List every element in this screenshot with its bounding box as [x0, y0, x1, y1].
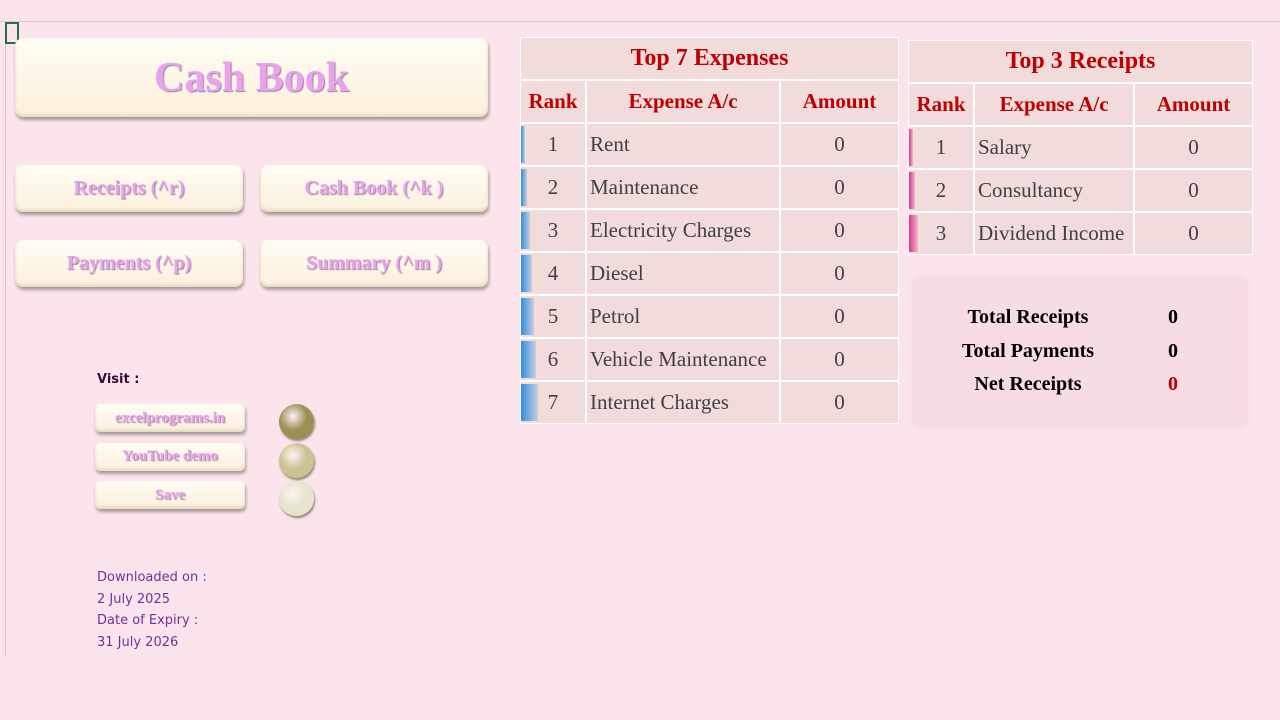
link-button[interactable]: Save [95, 481, 245, 509]
summary-label: Total Receipts [967, 306, 1089, 328]
rank-cell: 3 [908, 212, 974, 255]
rank-cell: 6 [520, 338, 586, 381]
expiry-date: 31 July 2026 [97, 634, 179, 650]
data-bar [909, 172, 916, 209]
rank-cell: 5 [520, 295, 586, 338]
account-cell: Petrol [586, 295, 780, 338]
amount-cell: 0 [780, 123, 899, 166]
summary-box [915, 280, 1245, 425]
title-button[interactable]: Cash Book [15, 38, 488, 117]
data-bar [521, 384, 539, 421]
data-bar [521, 341, 537, 378]
amount-cell: 0 [780, 381, 899, 424]
account-cell: Rent [586, 123, 780, 166]
data-bar [521, 212, 530, 249]
account-cell: Electricity Charges [586, 209, 780, 252]
summary-value: 0 [1168, 373, 1178, 395]
nav-button[interactable]: Summary (^m ) [260, 240, 488, 287]
rank-cell: 7 [520, 381, 586, 424]
summary-label: Total Payments [961, 339, 1095, 362]
data-bar [521, 255, 532, 292]
table-title: Top 7 Expenses [520, 37, 899, 80]
grid-line [5, 21, 6, 656]
summary-value: 0 [1168, 339, 1178, 362]
rank-cell: 2 [908, 169, 974, 212]
downloaded-label: Downloaded on : [97, 570, 207, 585]
summary-value: 0 [1168, 306, 1178, 328]
grid-line [0, 21, 1280, 22]
cell-cursor [5, 22, 19, 44]
data-bar [521, 169, 528, 206]
nav-button[interactable]: Payments (^p) [15, 240, 243, 287]
rank-cell: 2 [520, 166, 586, 209]
visit-label: Visit : [97, 372, 140, 387]
column-header: Expense A/c [974, 83, 1134, 126]
column-header: Expense A/c [586, 80, 780, 123]
nav-button[interactable]: Cash Book (^k ) [260, 165, 488, 212]
nav-button[interactable]: Receipts (^r) [15, 165, 243, 212]
rank-cell: 1 [520, 123, 586, 166]
amount-cell: 0 [780, 338, 899, 381]
column-header: Rank [520, 80, 586, 123]
summary-label: Net Receipts [974, 373, 1082, 395]
indicator[interactable] [279, 481, 314, 516]
downloaded-date: 2 July 2025 [97, 591, 170, 607]
account-cell: Diesel [586, 252, 780, 295]
account-cell: Vehicle Maintenance [586, 338, 780, 381]
indicator[interactable] [279, 442, 314, 478]
account-cell: Maintenance [586, 166, 780, 209]
table-title: Top 3 Receipts [908, 40, 1253, 83]
amount-cell: 0 [1134, 212, 1253, 255]
column-header: Rank [908, 83, 974, 126]
amount-cell: 0 [780, 209, 899, 252]
data-bar [521, 126, 526, 163]
amount-cell: 0 [1134, 169, 1253, 212]
link-button[interactable]: YouTube demo [95, 442, 245, 471]
account-cell: Salary [974, 126, 1134, 169]
amount-cell: 0 [1134, 126, 1253, 169]
amount-cell: 0 [780, 295, 899, 338]
data-bar [909, 129, 914, 166]
info: Downloaded on : 2 July 2025 Date of Expi… [97, 567, 207, 653]
column-header: Amount [780, 80, 899, 123]
account-cell: Consultancy [974, 169, 1134, 212]
rank-cell: 4 [520, 252, 586, 295]
column-header: Amount [1134, 83, 1253, 126]
rank-cell: 3 [520, 209, 586, 252]
rank-cell: 1 [908, 126, 974, 169]
indicator[interactable] [279, 404, 314, 439]
amount-cell: 0 [780, 166, 899, 209]
expiry-label: Date of Expiry : [97, 613, 199, 628]
link-button[interactable]: excelprograms.in [95, 404, 245, 432]
account-cell: Internet Charges [586, 381, 780, 424]
account-cell: Dividend Income [974, 212, 1134, 255]
amount-cell: 0 [780, 252, 899, 295]
data-bar [521, 298, 534, 335]
data-bar [909, 215, 918, 252]
